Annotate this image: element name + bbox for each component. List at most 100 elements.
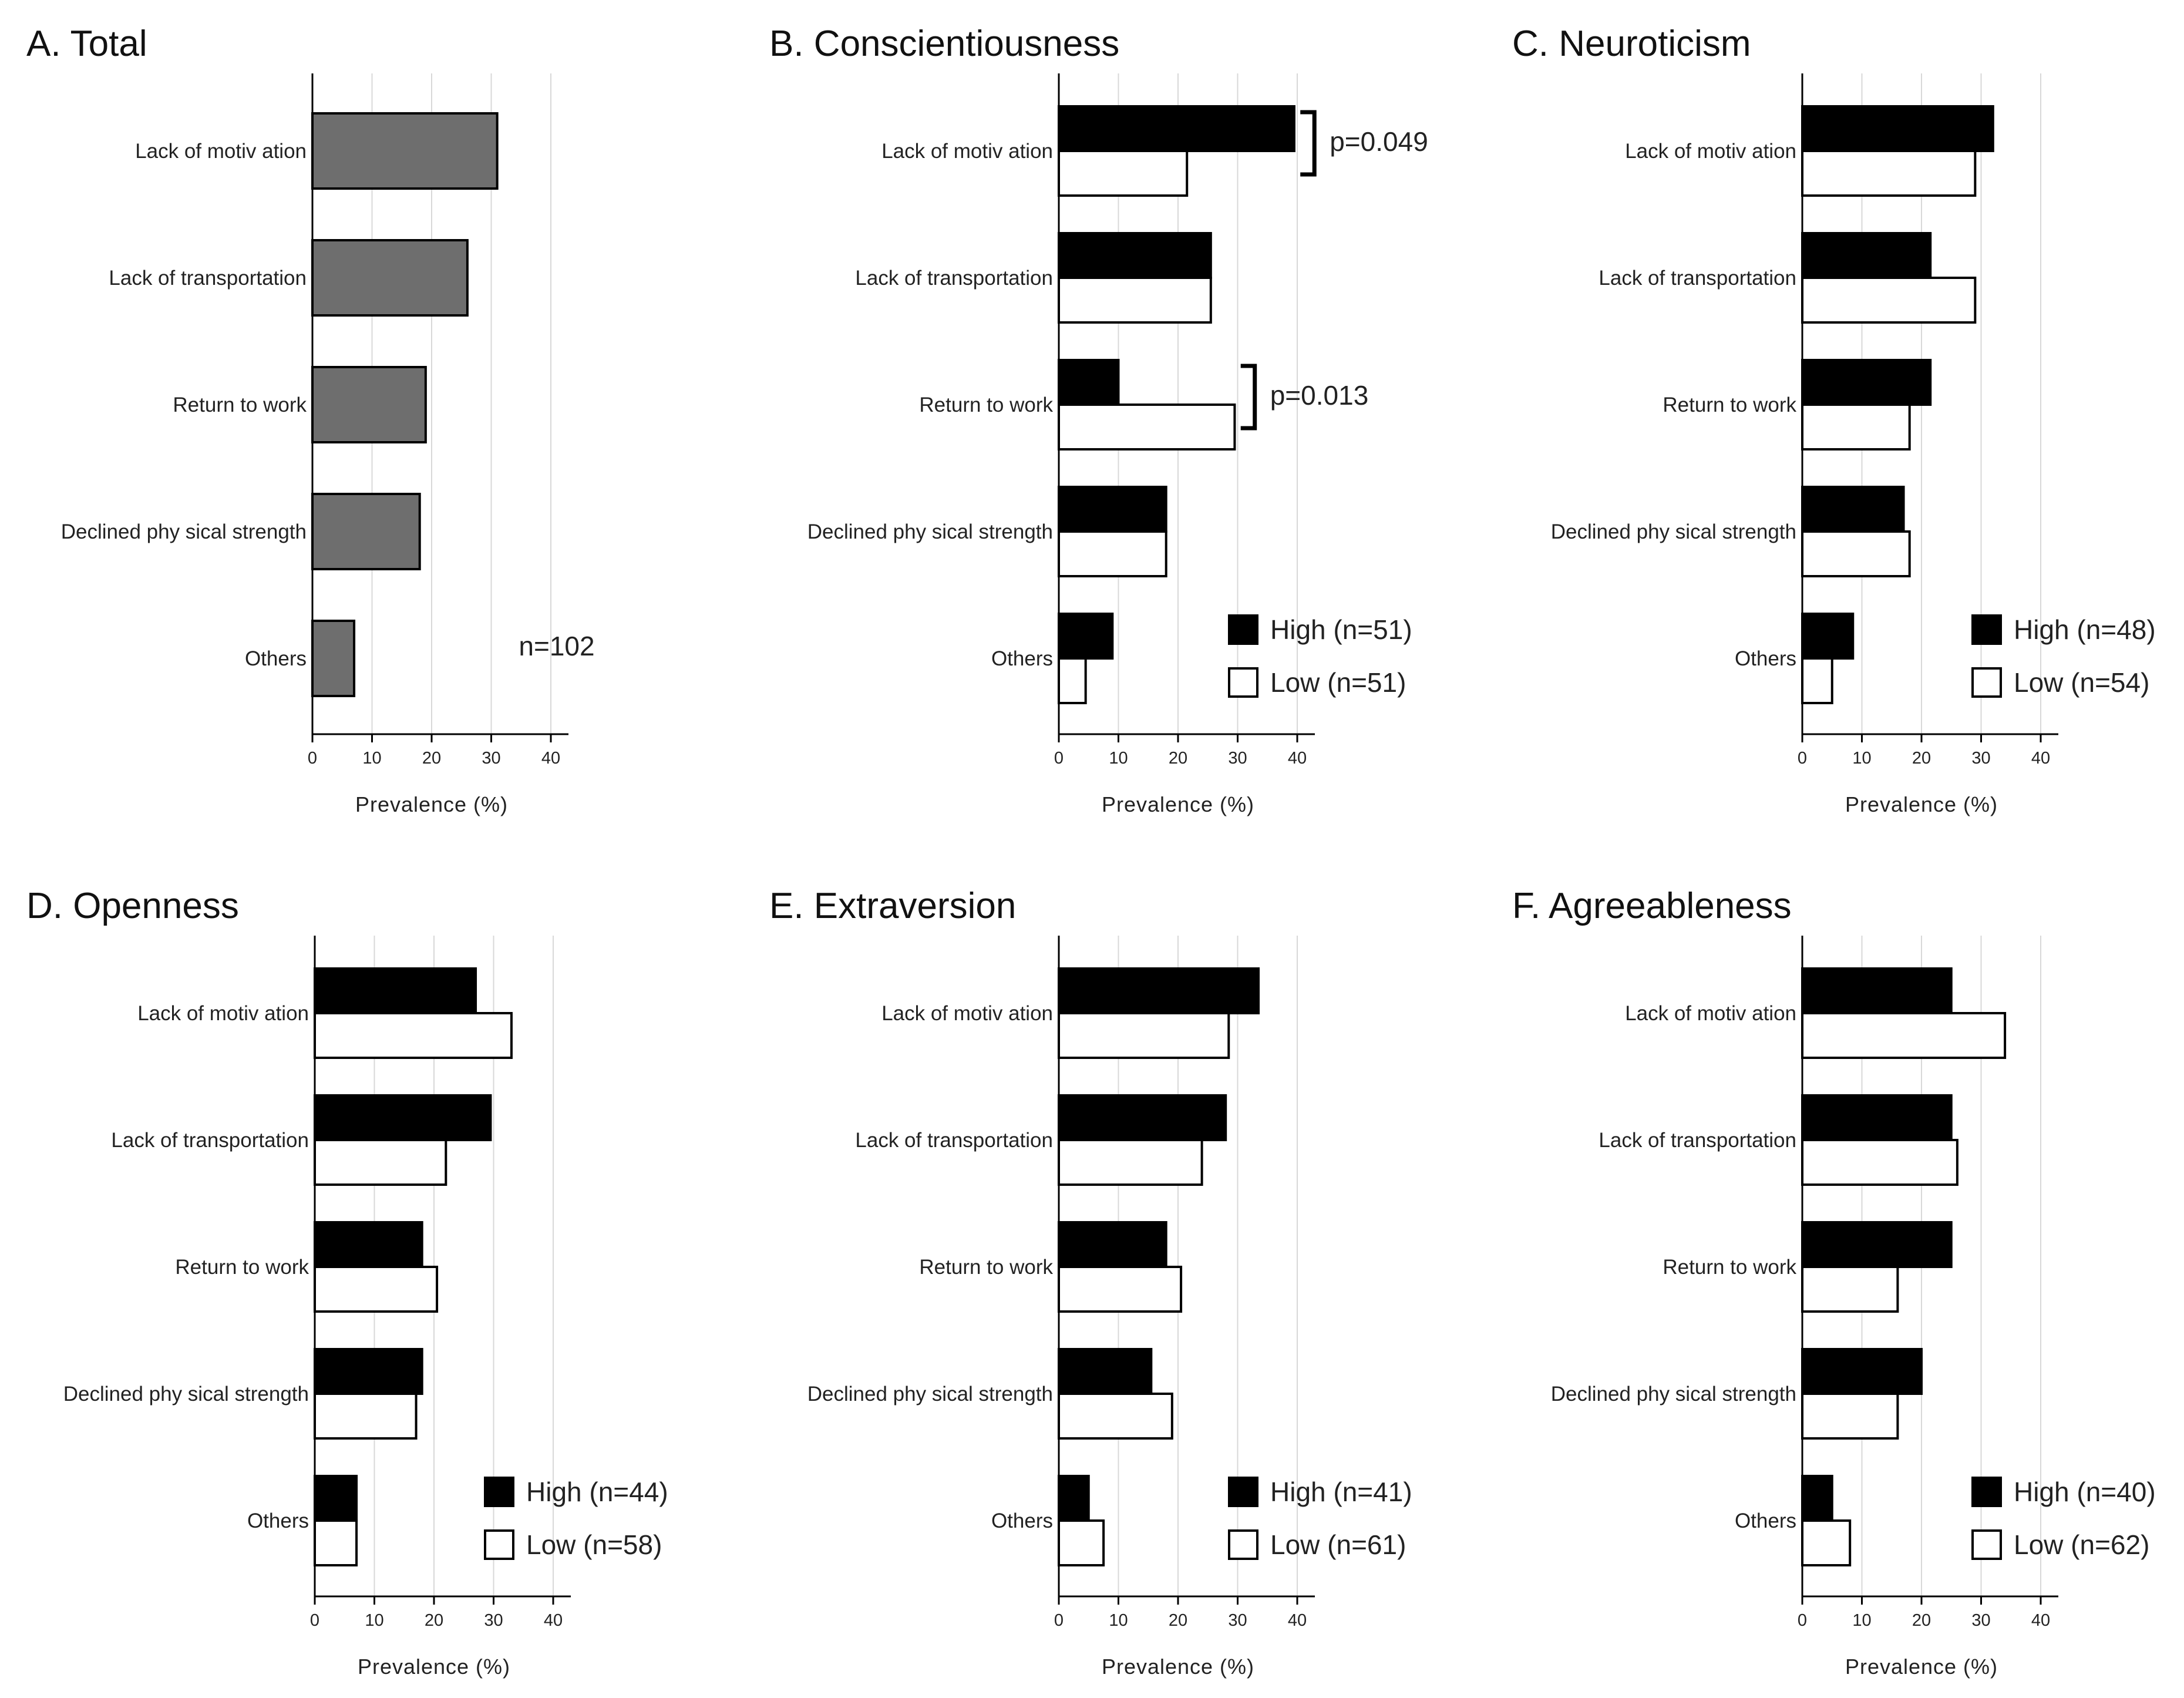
x-tick-label: 40 — [2031, 1611, 2050, 1630]
bar — [1058, 232, 1212, 279]
x-tick-label: 0 — [1054, 1611, 1064, 1630]
legend-label: High (n=44) — [526, 1477, 668, 1507]
significance-bracket — [1300, 110, 1317, 177]
x-tick-label: 20 — [1912, 749, 1931, 768]
bar — [1801, 1475, 1833, 1522]
bar — [1058, 404, 1236, 450]
category-label: Others — [245, 647, 307, 670]
category-label: Lack of motiv ation — [881, 140, 1053, 163]
legend-label: Low (n=61) — [1270, 1529, 1406, 1560]
category-label: Lack of motiv ation — [1625, 140, 1796, 163]
panel-3: C. Neuroticism Lack of motiv ation Lack of… — [1512, 23, 2156, 816]
panel-2: B. Conscientiousness Lack of motiv ation L… — [769, 23, 1428, 816]
panel-title: F. Agreeableness — [1512, 886, 1792, 926]
bar — [1058, 1094, 1227, 1141]
x-axis-title: Prevalence (%) — [355, 792, 508, 816]
category-label: Lack of motiv ation — [137, 1002, 309, 1025]
bar — [311, 112, 499, 190]
category-label: Lack of transportation — [855, 1129, 1053, 1152]
x-tick-label: 10 — [1852, 1611, 1871, 1630]
sample-size-label: n=102 — [519, 631, 594, 661]
legend-label: High (n=51) — [1270, 614, 1412, 645]
bar — [314, 967, 477, 1014]
legend-label: High (n=48) — [2014, 614, 2156, 645]
x-tick-label: 30 — [1971, 749, 1990, 768]
legend-swatch — [484, 1529, 514, 1560]
x-tick-label: 20 — [1912, 1611, 1931, 1630]
x-tick-label: 40 — [1288, 1611, 1307, 1630]
legend-label: Low (n=58) — [526, 1529, 662, 1560]
x-tick-label: 40 — [2031, 749, 2050, 768]
bar — [1801, 967, 1953, 1014]
legend-label: Low (n=62) — [2014, 1529, 2149, 1560]
bar — [1801, 277, 1977, 324]
bar — [1801, 1266, 1899, 1313]
bar — [1801, 530, 1911, 577]
category-label: Declined phy sical strength — [807, 520, 1053, 543]
category-label: Lack of transportation — [111, 1129, 309, 1152]
x-axis-title: Prevalence (%) — [1845, 1655, 1998, 1679]
category-label: Lack of motiv ation — [135, 140, 307, 163]
category-label: Declined phy sical strength — [61, 520, 307, 543]
bar — [1058, 530, 1167, 577]
bar — [1058, 1139, 1203, 1186]
bar — [1801, 1393, 1899, 1440]
bar — [314, 1393, 418, 1440]
panel-6: F. Agreeableness Lack of motiv ation Lack … — [1512, 886, 2156, 1679]
category-label: Others — [991, 647, 1053, 670]
panel-title: E. Extraversion — [769, 886, 1016, 926]
x-tick-label: 0 — [308, 749, 317, 768]
x-tick-label: 20 — [425, 1611, 443, 1630]
bar — [1801, 1519, 1852, 1566]
x-tick-label: 20 — [1169, 749, 1187, 768]
x-tick-label: 0 — [1798, 749, 1807, 768]
category-label: Return to work — [919, 1256, 1053, 1279]
category-label: Declined phy sical strength — [1551, 520, 1796, 543]
x-tick-label: 30 — [1228, 1611, 1247, 1630]
panel-title: B. Conscientiousness — [769, 23, 1119, 64]
category-label: Declined phy sical strength — [63, 1383, 309, 1406]
bar — [1058, 967, 1260, 1014]
bar — [311, 493, 421, 570]
category-label: Lack of transportation — [1599, 1129, 1796, 1152]
category-label: Lack of motiv ation — [881, 1002, 1053, 1025]
legend-label: Low (n=51) — [1270, 667, 1406, 698]
legend-swatch — [1228, 1477, 1258, 1507]
bar — [1801, 1012, 2007, 1059]
bar — [1801, 657, 1833, 704]
legend-label: High (n=40) — [2014, 1477, 2156, 1507]
bar — [314, 1012, 513, 1059]
bar — [1058, 1012, 1230, 1059]
x-tick-label: 10 — [1852, 749, 1871, 768]
x-tick-label: 30 — [1971, 1611, 1990, 1630]
panel-1: A. Total Lack of motiv ation Lack of trans… — [26, 23, 595, 816]
bar — [1058, 150, 1189, 197]
category-label: Others — [247, 1509, 309, 1532]
bar — [311, 239, 469, 317]
legend-swatch — [1971, 667, 2002, 698]
panel-4: D. Openness Lack of motiv ation Lack of tr… — [26, 886, 668, 1679]
x-tick-label: 10 — [362, 749, 381, 768]
bar — [1058, 657, 1087, 704]
category-label: Return to work — [175, 1256, 309, 1279]
bar — [1801, 105, 1994, 152]
category-label: Lack of transportation — [855, 267, 1053, 290]
bar — [1801, 232, 1932, 279]
category-label: Others — [991, 1509, 1053, 1532]
x-tick-label: 10 — [1109, 1611, 1128, 1630]
bar — [314, 1348, 423, 1395]
x-axis-title: Prevalence (%) — [1102, 792, 1254, 816]
bar — [1058, 359, 1120, 406]
legend-label: High (n=41) — [1270, 1477, 1412, 1507]
x-tick-label: 30 — [484, 1611, 503, 1630]
x-tick-label: 20 — [1169, 1611, 1187, 1630]
x-tick-label: 0 — [1798, 1611, 1807, 1630]
category-label: Return to work — [919, 394, 1053, 416]
x-axis-title: Prevalence (%) — [1845, 792, 1998, 816]
panel-title: C. Neuroticism — [1512, 23, 1751, 64]
x-tick-label: 0 — [1054, 749, 1064, 768]
panel-title: D. Openness — [26, 886, 239, 926]
x-tick-label: 10 — [1109, 749, 1128, 768]
category-label: Others — [1735, 1509, 1796, 1532]
bar — [1058, 1393, 1173, 1440]
